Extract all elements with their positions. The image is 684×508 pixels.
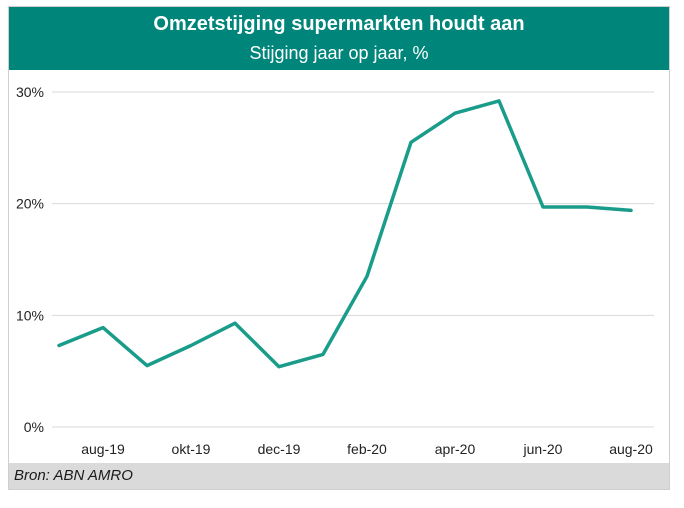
data-point (277, 365, 281, 369)
y-tick-label: 20% (16, 196, 44, 212)
data-point (189, 343, 193, 347)
data-point (453, 111, 457, 115)
x-tick-label: apr-20 (435, 441, 476, 457)
chart-subtitle: Stijging jaar op jaar, % (249, 43, 429, 63)
series-layer (57, 99, 633, 369)
x-tick-label: aug-20 (609, 441, 653, 457)
chart-title: Omzetstijging supermarkten houdt aan (153, 13, 525, 35)
y-axis-ticks: 0% 10% 20% 30% (16, 84, 44, 435)
y-tick-label: 10% (16, 307, 44, 323)
data-point (321, 352, 325, 356)
data-point (233, 321, 237, 325)
x-axis-ticks: aug-19 okt-19 dec-19 feb-20 apr-20 jun-20 aug-… (81, 441, 653, 457)
series-line (57, 99, 633, 369)
x-tick-label: dec-19 (258, 441, 301, 457)
data-point (497, 99, 501, 103)
data-point (145, 364, 149, 368)
data-point (541, 205, 545, 209)
source-text: Bron: ABN AMRO (14, 467, 133, 484)
data-point (365, 274, 369, 278)
x-tick-label: okt-19 (172, 441, 211, 457)
gridlines (52, 91, 654, 428)
data-point (629, 208, 633, 212)
data-point (57, 343, 61, 347)
line-chart: 0% 10% 20% 30% aug-19 okt-19 dec-19 feb-20 apr-… (16, 84, 654, 457)
data-point (409, 140, 413, 144)
x-tick-label: aug-19 (81, 441, 125, 457)
y-tick-label: 30% (16, 84, 44, 100)
y-tick-label: 0% (24, 419, 44, 435)
x-tick-label: jun-20 (523, 441, 563, 457)
chart-frame: Omzetstijging supermarkten houdt aan Sti… (8, 6, 670, 490)
chart-header: Omzetstijging supermarkten houdt aan Sti… (9, 7, 669, 70)
data-point (585, 205, 589, 209)
data-point (101, 326, 105, 330)
x-tick-label: feb-20 (347, 441, 387, 457)
source-footer: Bron: ABN AMRO (9, 463, 669, 489)
